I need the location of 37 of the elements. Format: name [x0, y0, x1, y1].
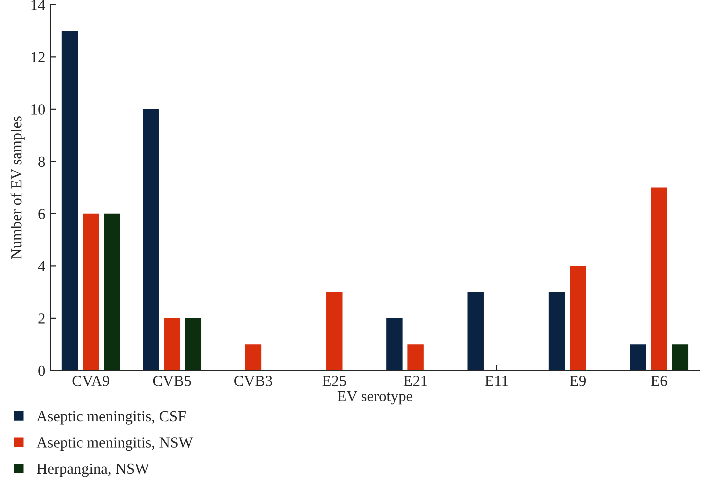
y-tick-label: 6 [38, 209, 46, 220]
x-tick-label: E21 [404, 376, 428, 386]
y-tick-label: 10 [32, 104, 46, 115]
bar [185, 318, 202, 371]
y-axis-title: Number of EV samples [10, 116, 25, 260]
bar [468, 292, 484, 371]
x-tick-label: E11 [485, 376, 508, 386]
x-axis-title: EV serotype [338, 391, 413, 405]
x-tick-label: CVB5 [153, 376, 192, 386]
x-tick-label: CVB3 [234, 376, 272, 386]
y-tick-label: 14 [32, 0, 46, 10]
bar [570, 266, 586, 371]
bar [651, 188, 668, 371]
y-tick-label: 12 [32, 52, 45, 62]
bar [83, 214, 100, 371]
bar [630, 344, 646, 371]
legend-label: Aseptic meningitis, NSW [36, 438, 194, 452]
bar [672, 344, 689, 371]
bar [245, 344, 262, 371]
bar [62, 31, 78, 371]
x-tick-label: E25 [322, 376, 346, 386]
bar [143, 109, 160, 371]
y-tick-label: 4 [38, 261, 46, 272]
y-tick-label: 8 [38, 156, 46, 168]
bar [548, 292, 566, 371]
x-tick-label: E6 [651, 376, 668, 386]
bar [326, 292, 343, 371]
y-tick-label: 2 [38, 314, 45, 324]
legend-label: Aseptic meningitis, CSF [36, 411, 186, 425]
bar [408, 344, 424, 371]
x-tick-label: CVA9 [72, 376, 110, 386]
bar [386, 318, 403, 371]
bar [164, 318, 180, 371]
legend-label: Herpangina, NSW [37, 464, 150, 478]
bar [104, 214, 120, 371]
y-tick-label: 0 [38, 366, 46, 376]
x-tick-label: E9 [570, 376, 586, 386]
